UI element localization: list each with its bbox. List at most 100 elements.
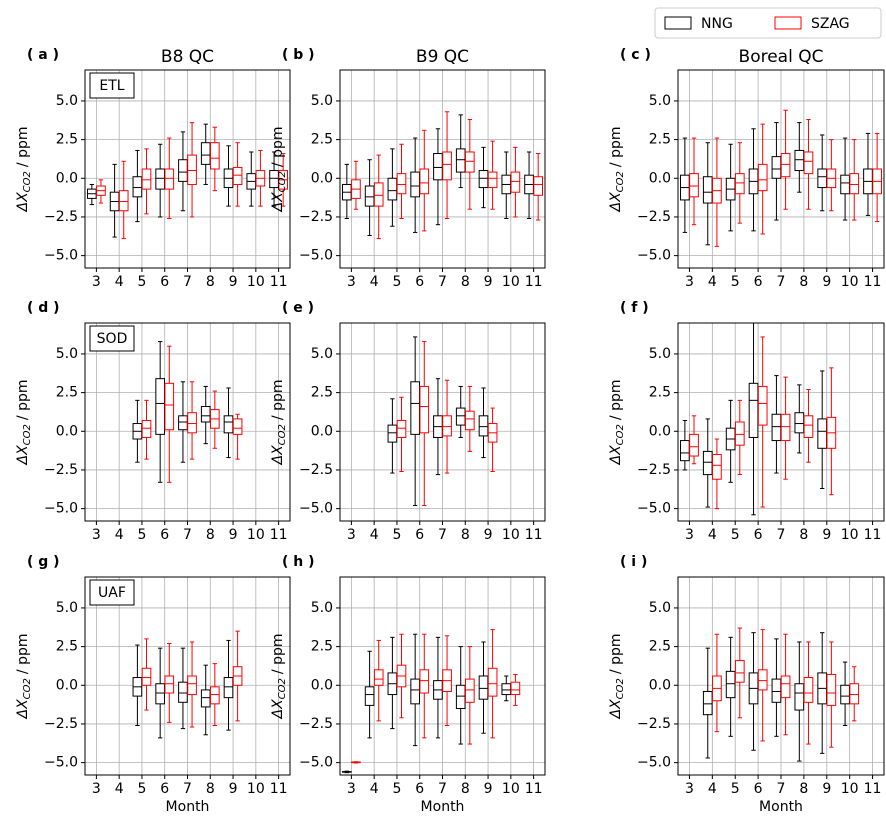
y-tick-label: −5.0 (299, 755, 333, 771)
x-tick-label: 6 (160, 274, 169, 290)
y-tick-label: 0.0 (311, 423, 333, 439)
x-tick-label: 4 (370, 527, 379, 543)
x-tick-label: 8 (461, 527, 470, 543)
box (487, 171, 498, 189)
box (433, 153, 443, 181)
y-tick-label: −2.5 (299, 462, 333, 478)
box (757, 385, 768, 426)
box-plot (757, 629, 768, 742)
box-plot (178, 381, 188, 463)
x-tick-label: 8 (206, 527, 215, 543)
box-plot (455, 646, 466, 745)
box (680, 440, 690, 462)
plot-frame (677, 576, 885, 776)
box-plot (771, 122, 782, 221)
x-tick-label: 8 (799, 527, 808, 543)
box-plot (164, 137, 175, 219)
x-tick-label: 6 (754, 274, 763, 290)
site-label-box (89, 72, 135, 99)
box-plot (680, 137, 690, 233)
box (419, 669, 430, 694)
y-tick-label: −5.0 (299, 248, 333, 264)
box (712, 453, 722, 480)
box-plot (187, 641, 197, 728)
box-plot (232, 630, 243, 722)
box-plot (342, 163, 352, 219)
y-tick-label: 0.0 (649, 677, 671, 693)
y-tick-label: −5.0 (637, 248, 671, 264)
y-tick-label: −2.5 (44, 209, 78, 225)
y-tick-label: 2.5 (311, 639, 333, 655)
box (200, 689, 211, 708)
box-plot (803, 641, 814, 745)
x-tick-label: 9 (484, 274, 493, 290)
box-plot (478, 387, 489, 459)
y-tick-label: 5.0 (311, 346, 333, 362)
x-tick-label: 8 (461, 781, 470, 797)
box-plot (840, 661, 850, 726)
x-tick-label: 5 (392, 527, 401, 543)
x-tick-label: 9 (229, 274, 238, 290)
box (364, 185, 375, 207)
box (840, 684, 850, 705)
y-axis-label: ΔXCO2 / ppm (270, 127, 288, 213)
box-plot (487, 407, 498, 472)
x-tick-label: 6 (415, 781, 424, 797)
panel-label: ( f ) (620, 300, 649, 316)
y-axis-label-subscript: CO2 (615, 678, 626, 699)
box-plot (232, 142, 243, 207)
box (210, 142, 220, 170)
box (410, 678, 420, 705)
y-tick-label: 2.5 (56, 385, 78, 401)
box-plot (132, 399, 143, 463)
box (455, 684, 466, 709)
x-tick-label: 3 (92, 527, 101, 543)
x-tick-label: 9 (822, 781, 831, 797)
y-axis-label: ΔXCO2 / ppm (15, 380, 33, 466)
box (478, 170, 489, 189)
x-tick-label: 4 (370, 274, 379, 290)
box-plot (702, 142, 713, 246)
y-axis-label-subscript: CO2 (22, 678, 33, 699)
y-tick-label: −2.5 (299, 716, 333, 732)
y-tick-label: 0.0 (311, 677, 333, 693)
box-plot (210, 390, 220, 449)
x-tick-label: 11 (525, 527, 543, 543)
box (840, 174, 850, 195)
box (200, 142, 211, 165)
box-plot (748, 322, 759, 516)
box (794, 683, 805, 711)
y-axis-label: ΔXCO2 / ppm (608, 634, 626, 720)
box (419, 168, 430, 195)
box-plot (734, 627, 745, 719)
legend-swatch (664, 16, 692, 30)
box-plot (132, 149, 143, 223)
box-plot (478, 641, 489, 734)
box (223, 415, 234, 434)
box-plot (232, 413, 243, 460)
x-tick-label: 10 (247, 527, 265, 543)
x-tick-label: 5 (137, 527, 146, 543)
y-axis-label: ΔXCO2 / ppm (270, 634, 288, 720)
y-tick-label: 2.5 (649, 639, 671, 655)
box (780, 153, 791, 178)
box-plot (817, 370, 828, 490)
box-plot (849, 666, 860, 722)
box (155, 378, 165, 435)
box-plot (433, 378, 443, 476)
box (734, 421, 745, 446)
y-tick-label: 5.0 (311, 600, 333, 616)
y-tick-label: 5.0 (649, 346, 671, 362)
box-plot (255, 149, 266, 207)
x-tick-label: 9 (229, 781, 238, 797)
box-plot (351, 761, 361, 764)
box (725, 670, 736, 699)
box-plot (419, 129, 430, 232)
x-tick-label: 10 (247, 781, 265, 797)
x-tick-label: 11 (864, 274, 882, 290)
box-plot (442, 111, 452, 219)
box-plot (734, 399, 745, 476)
box-plot (141, 399, 152, 460)
box (702, 176, 713, 204)
